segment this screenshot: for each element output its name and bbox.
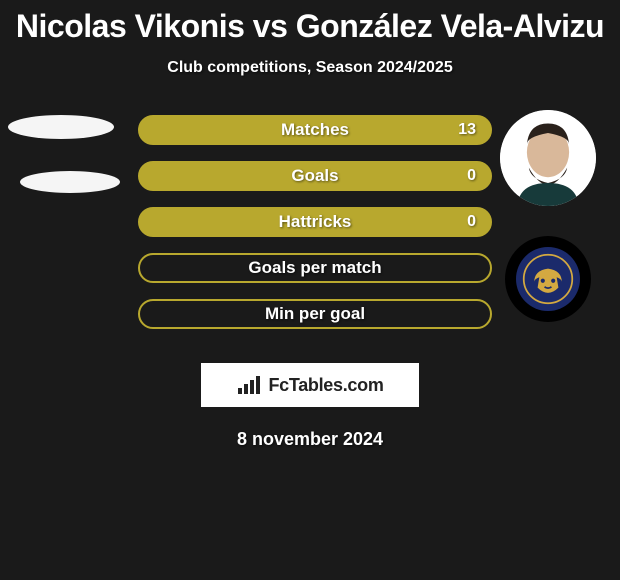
stat-label: Goals bbox=[291, 166, 338, 186]
stat-bar-goals: Goals 0 bbox=[138, 161, 492, 191]
left-club-placeholder-2 bbox=[20, 171, 120, 193]
stat-bars: Matches 13 Goals 0 Hattricks 0 Goals per… bbox=[138, 115, 492, 345]
page-title: Nicolas Vikonis vs González Vela-Alvizu bbox=[0, 0, 620, 45]
stat-value-right: 0 bbox=[467, 213, 476, 231]
player-avatar bbox=[500, 110, 596, 206]
page-subtitle: Club competitions, Season 2024/2025 bbox=[0, 59, 620, 77]
right-player-column bbox=[498, 110, 598, 322]
stat-label: Goals per match bbox=[248, 258, 381, 278]
stat-bar-goals-per-match: Goals per match bbox=[138, 253, 492, 283]
club-logo-icon bbox=[522, 253, 574, 305]
branding-text: FcTables.com bbox=[268, 375, 383, 396]
stat-bar-hattricks: Hattricks 0 bbox=[138, 207, 492, 237]
stat-label: Min per goal bbox=[265, 304, 365, 324]
bars-icon bbox=[236, 374, 262, 396]
comparison-content: Matches 13 Goals 0 Hattricks 0 Goals per… bbox=[0, 115, 620, 345]
stat-label: Matches bbox=[281, 120, 349, 140]
branding-logo[interactable]: FcTables.com bbox=[201, 363, 419, 407]
stat-value-right: 0 bbox=[467, 167, 476, 185]
left-player-column bbox=[0, 115, 130, 193]
club-badge-inner bbox=[516, 247, 580, 311]
left-player-placeholder-1 bbox=[8, 115, 114, 139]
avatar-icon bbox=[500, 110, 596, 206]
footer-date: 8 november 2024 bbox=[0, 429, 620, 450]
club-badge bbox=[505, 236, 591, 322]
stat-label: Hattricks bbox=[279, 212, 352, 232]
stat-bar-min-per-goal: Min per goal bbox=[138, 299, 492, 329]
stat-value-right: 13 bbox=[458, 121, 476, 139]
stat-bar-matches: Matches 13 bbox=[138, 115, 492, 145]
